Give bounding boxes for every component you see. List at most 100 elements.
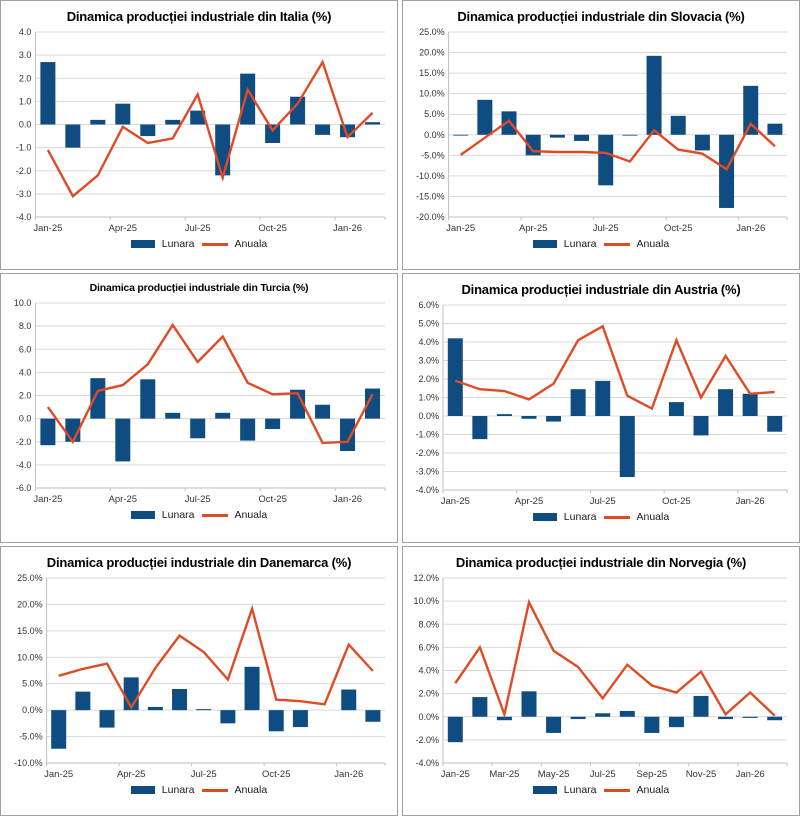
- anuala-legend-label: Anuala: [234, 238, 268, 250]
- svg-text:4.0: 4.0: [19, 367, 32, 377]
- axes: [448, 32, 788, 220]
- chart-panel-austria: Dinamica producției industriale din Aust…: [402, 273, 800, 543]
- bar: [521, 691, 537, 717]
- svg-text:1.0%: 1.0%: [418, 393, 439, 403]
- svg-text:4.0%: 4.0%: [418, 337, 439, 347]
- bar: [619, 710, 635, 717]
- svg-text:-2.0: -2.0: [16, 437, 32, 447]
- lunara-legend-swatch: [532, 240, 557, 248]
- anuala-legend-swatch: [603, 515, 630, 519]
- bar: [90, 119, 106, 125]
- axes: [46, 578, 386, 766]
- svg-text:-6.0: -6.0: [16, 483, 32, 493]
- svg-text:-4.0%: -4.0%: [415, 758, 439, 768]
- bar: [501, 111, 517, 135]
- svg-text:2.0%: 2.0%: [418, 689, 439, 699]
- gridlines: [35, 31, 385, 218]
- svg-text:-3.0%: -3.0%: [415, 467, 439, 477]
- svg-text:15.0%: 15.0%: [419, 68, 445, 78]
- bar: [668, 402, 684, 416]
- bar: [147, 706, 163, 711]
- svg-text:Jan-25: Jan-25: [441, 769, 470, 780]
- svg-text:Mar-25: Mar-25: [489, 769, 519, 780]
- bar: [315, 124, 331, 135]
- anuala-legend-label: Anuala: [636, 511, 670, 523]
- chart-plot: -4.0% -2.0% 0.0% 2.0% 4.0% 6.0% 8.0% 10.0% 12.0%…: [413, 573, 788, 780]
- bar: [215, 124, 231, 176]
- svg-text:Jul-25: Jul-25: [191, 769, 217, 780]
- svg-text:6.0: 6.0: [19, 344, 32, 354]
- svg-text:Jan-25: Jan-25: [44, 769, 73, 780]
- bar: [215, 412, 231, 419]
- x-axis-labels: Jan-25 Mar-25 May-25 Jul-25 Sep-25 Nov-25 Jan-…: [441, 769, 765, 780]
- anuala-legend-label: Anuala: [234, 784, 268, 796]
- bar: [619, 416, 635, 478]
- svg-text:Oct-25: Oct-25: [262, 769, 291, 780]
- anuala-line: [46, 59, 374, 199]
- lunara-legend-swatch: [532, 786, 557, 794]
- svg-text:0.0%: 0.0%: [418, 712, 439, 722]
- bar: [595, 713, 611, 717]
- bar: [742, 393, 758, 416]
- bar: [265, 418, 281, 430]
- bar: [190, 110, 206, 125]
- chart-legend: Lunara Anuala: [130, 238, 268, 250]
- bar: [693, 695, 709, 717]
- x-axis-labels: Jan-25 Apr-25 Jul-25 Oct-25 Jan-26: [441, 496, 765, 507]
- bar: [694, 134, 710, 151]
- chart-title: Dinamica producției industriale din Ital…: [66, 9, 332, 24]
- chart-legend: Lunara Anuala: [532, 784, 669, 796]
- bar: [65, 124, 81, 148]
- bar: [115, 418, 131, 462]
- svg-text:-1.0%: -1.0%: [415, 430, 439, 440]
- bar: [115, 103, 131, 125]
- anuala-legend-swatch: [201, 513, 228, 517]
- bar: [99, 710, 115, 728]
- svg-text:-4.0%: -4.0%: [415, 485, 439, 495]
- bar: [546, 416, 562, 422]
- axes: [34, 32, 386, 220]
- svg-text:Jan-25: Jan-25: [441, 496, 470, 507]
- svg-text:Jan-26: Jan-26: [736, 223, 765, 234]
- bar: [767, 716, 783, 721]
- bar: [268, 710, 284, 732]
- svg-text:-15.0%: -15.0%: [416, 191, 445, 201]
- bar: [496, 414, 512, 416]
- chart-plot: -10.0% -5.0% 0.0% 5.0% 10.0% 15.0% 20.0% 25.0% J…: [14, 573, 386, 780]
- anuala-legend-label: Anuala: [636, 238, 670, 250]
- bar: [140, 124, 156, 137]
- svg-text:15.0%: 15.0%: [17, 626, 43, 636]
- chart-panel-norvegia: Dinamica producției industriale din Norv…: [402, 546, 800, 816]
- bar: [290, 389, 306, 419]
- chart-title: Dinamica producției industriale din Turc…: [89, 282, 309, 294]
- svg-text:10.0%: 10.0%: [413, 596, 439, 606]
- y-axis-labels: -4.0% -3.0% -2.0% -1.0% 0.0% 1.0% 2.0% 3.0% 4.0%…: [415, 300, 439, 495]
- svg-text:0.0%: 0.0%: [424, 130, 445, 140]
- lunara-legend-label: Lunara: [563, 511, 597, 523]
- bar: [315, 404, 331, 419]
- bar: [546, 716, 562, 733]
- svg-text:5.0%: 5.0%: [418, 319, 439, 329]
- lunara-legend-label: Lunara: [161, 238, 195, 250]
- svg-text:20.0%: 20.0%: [419, 48, 445, 58]
- gridlines: [46, 577, 385, 764]
- chart-plot: -20.0% -15.0% -10.0% -5.0% 0.0% 5.0% 10.0% 15.0…: [416, 27, 788, 234]
- svg-text:6.0%: 6.0%: [418, 642, 439, 652]
- svg-text:10.0: 10.0: [14, 298, 32, 308]
- svg-text:Jul-25: Jul-25: [590, 496, 616, 507]
- svg-text:Jan-26: Jan-26: [333, 223, 362, 234]
- svg-text:-2.0%: -2.0%: [415, 448, 439, 458]
- bar: [196, 709, 212, 711]
- gridlines: [448, 31, 787, 218]
- chart-plot: -4.0% -3.0% -2.0% -1.0% 0.0% 1.0% 2.0% 3.0% 4.0%…: [415, 300, 788, 507]
- svg-text:12.0%: 12.0%: [413, 573, 439, 583]
- bar: [622, 134, 638, 136]
- bar: [172, 689, 188, 711]
- bar: [220, 710, 236, 724]
- svg-text:Oct-25: Oct-25: [258, 223, 287, 234]
- chart-plot: -6.0 -4.0 -2.0 0.0 2.0 4.0 6.0 8.0 10.0 Jan-25 Apr…: [14, 298, 386, 505]
- svg-text:20.0%: 20.0%: [17, 599, 43, 609]
- svg-text:5.0%: 5.0%: [22, 679, 43, 689]
- svg-text:2.0%: 2.0%: [418, 374, 439, 384]
